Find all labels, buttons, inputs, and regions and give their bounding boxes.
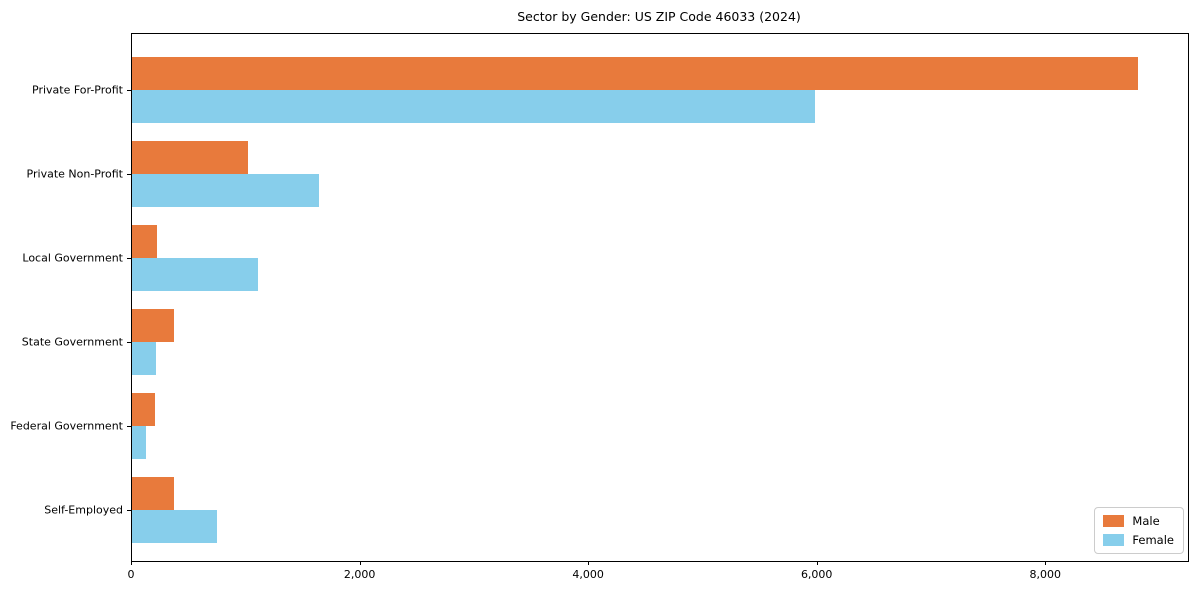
bar-group-local-government: Local Government — [22, 225, 1188, 291]
y-tick-label-private-for-profit: Private For-Profit — [32, 83, 123, 97]
female-bar-local-government — [132, 258, 259, 291]
male-bar-private-for-profit — [132, 57, 1138, 90]
legend-swatch-female — [1103, 534, 1125, 546]
male-bar-private-non-profit — [132, 141, 248, 174]
x-tick-mark — [131, 561, 132, 565]
male-bar-federal-government — [132, 393, 155, 426]
plot-area: Private For-Profit Private Non-Profit Loca… — [10, 33, 1189, 562]
bar-group-private-for-profit: Private For-Profit — [32, 57, 1188, 123]
y-tick-label-state-government: State Government — [21, 335, 123, 349]
female-bar-state-government — [132, 342, 156, 375]
y-tick-label-local-government: Local Government — [22, 251, 123, 265]
male-bar-state-government — [132, 309, 175, 342]
y-tick-label-self-employed: Self-Employed — [44, 503, 123, 517]
bar-group-federal-government: Federal Government — [10, 393, 1188, 459]
legend-swatch-male — [1103, 515, 1125, 527]
female-bar-federal-government — [132, 426, 146, 459]
y-tick-mark — [127, 342, 131, 343]
x-tick-label: 8,000 — [1029, 568, 1062, 581]
bar-group-private-non-profit: Private Non-Profit — [27, 141, 1188, 207]
y-tick-mark — [127, 174, 131, 175]
x-tick-mark — [359, 561, 361, 565]
male-bar-self-employed — [132, 477, 174, 510]
legend-label-male: Male — [1132, 514, 1160, 528]
female-bar-private-for-profit — [132, 90, 816, 123]
y-tick-mark — [127, 90, 131, 91]
y-tick-mark — [127, 258, 131, 259]
x-tick-label: 0 — [127, 568, 135, 581]
chart-title: Sector by Gender: US ZIP Code 46033 (202… — [517, 9, 801, 24]
legend-item-male: Male — [1103, 514, 1174, 528]
x-tick-mark — [1045, 561, 1047, 565]
x-tick-mark — [588, 561, 590, 565]
y-tick-mark — [127, 426, 131, 427]
x-tick-mark — [816, 561, 818, 565]
legend: Male Female — [1094, 507, 1184, 554]
female-bar-private-non-profit — [132, 174, 320, 207]
y-tick-mark — [127, 510, 131, 511]
female-bar-self-employed — [132, 510, 218, 543]
x-axis: 0 2,000 4,000 6,000 8,000 — [127, 561, 1187, 591]
bar-group-self-employed: Self-Employed — [44, 477, 1188, 543]
bar-group-state-government: State Government — [22, 309, 1188, 375]
male-bar-local-government — [132, 225, 158, 258]
y-tick-label-private-non-profit: Private Non-Profit — [26, 167, 123, 181]
legend-item-female: Female — [1103, 533, 1174, 547]
legend-label-female: Female — [1132, 533, 1174, 547]
x-tick-label: 4,000 — [572, 568, 604, 581]
x-tick-label: 2,000 — [343, 568, 376, 581]
y-tick-label-federal-government: Federal Government — [10, 419, 123, 433]
x-tick-label: 6,000 — [800, 568, 833, 581]
